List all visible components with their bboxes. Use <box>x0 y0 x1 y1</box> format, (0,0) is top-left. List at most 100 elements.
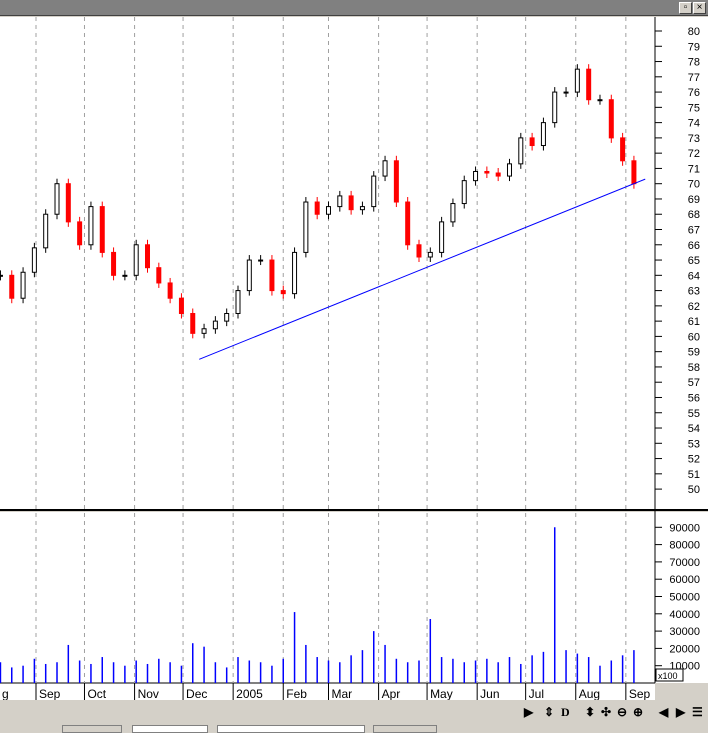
zoom-out-icon[interactable]: ⊖ <box>617 705 628 719</box>
move-icon[interactable]: ✣ <box>601 705 612 719</box>
vertical-scale-icon[interactable]: ⬍ <box>585 705 596 719</box>
candle <box>495 172 501 177</box>
toolbar-field-3[interactable] <box>217 725 365 733</box>
candle <box>201 328 207 334</box>
candle <box>586 68 592 101</box>
maximize-icon[interactable]: ▫ <box>679 2 692 14</box>
month-label: Nov <box>138 687 159 700</box>
trendline <box>199 178 646 360</box>
price-tick-label: 68 <box>688 209 700 221</box>
candle <box>484 170 490 174</box>
month-label: Oct <box>87 687 106 700</box>
month-label: g <box>2 687 9 700</box>
refresh-icon[interactable]: ⇕ <box>544 705 555 719</box>
candle <box>145 244 151 269</box>
month-label: Jul <box>529 687 544 700</box>
price-tick-label: 64 <box>688 270 700 282</box>
price-tick-label: 50 <box>688 484 700 496</box>
month-label: Feb <box>286 687 307 700</box>
candle <box>563 91 569 94</box>
price-tick-label: 60 <box>688 331 700 343</box>
candle <box>269 259 275 292</box>
price-tick-label: 56 <box>688 392 700 404</box>
candle <box>9 274 15 299</box>
price-panel <box>0 17 655 509</box>
month-label: Apr <box>382 687 401 700</box>
price-tick-label: 63 <box>688 286 700 298</box>
candle <box>65 183 71 223</box>
close-icon[interactable]: × <box>693 2 706 14</box>
candle <box>111 251 117 276</box>
candle <box>224 312 230 322</box>
candle <box>529 137 535 147</box>
menu-icon[interactable]: ☰ <box>692 705 703 719</box>
price-tick-label: 58 <box>688 362 700 374</box>
candle <box>393 160 399 203</box>
candle <box>0 274 3 277</box>
candle <box>280 290 286 295</box>
candle <box>122 274 128 277</box>
candle <box>540 122 546 147</box>
zoom-in-icon[interactable]: ⊕ <box>633 705 644 719</box>
volume-tick-label: 80000 <box>669 540 700 552</box>
candle <box>167 282 173 299</box>
candle <box>133 244 139 276</box>
candle <box>43 213 49 249</box>
price-tick-label: 61 <box>688 316 700 328</box>
candle <box>20 271 26 299</box>
candle <box>416 244 422 258</box>
candle <box>348 195 354 211</box>
price-tick-label: 72 <box>688 148 700 160</box>
volume-tick-label: 60000 <box>669 574 700 586</box>
volume-tick-label: 20000 <box>669 643 700 655</box>
volume-panel <box>0 512 655 683</box>
candle <box>439 221 445 253</box>
candle <box>574 68 580 93</box>
candle <box>88 206 94 246</box>
prev-icon[interactable]: ◀ <box>659 705 669 719</box>
scroll-right-button[interactable]: ▶ <box>524 705 534 719</box>
price-tick-label: 75 <box>688 102 700 114</box>
candle <box>461 180 467 205</box>
price-tick-label: 79 <box>688 41 700 53</box>
month-label: Jun <box>480 687 499 700</box>
candle <box>337 195 343 208</box>
volume-multiplier: x100 <box>658 671 678 681</box>
toolbar-field-2[interactable] <box>132 725 208 733</box>
toolbar-field-4[interactable] <box>373 725 437 733</box>
price-tick-label: 77 <box>688 72 700 84</box>
month-label: Sep <box>629 687 651 700</box>
candle <box>608 99 614 139</box>
title-bar: ▫ × <box>0 0 708 16</box>
month-label: Aug <box>579 687 600 700</box>
candle <box>325 206 331 215</box>
price-tick-label: 78 <box>688 57 700 69</box>
month-label: Mar <box>331 687 352 700</box>
month-label: 2005 <box>236 687 263 700</box>
price-tick-label: 53 <box>688 438 700 450</box>
candle <box>371 175 377 208</box>
price-tick-label: 76 <box>688 87 700 99</box>
price-tick-label: 66 <box>688 240 700 252</box>
candle <box>405 201 411 246</box>
candle <box>190 312 196 334</box>
candle <box>303 201 309 253</box>
next-icon[interactable]: ▶ <box>676 705 686 719</box>
price-tick-label: 80 <box>688 26 700 38</box>
toolbar-field-1[interactable] <box>62 725 122 733</box>
candle <box>212 320 218 330</box>
volume-axis <box>655 512 708 683</box>
price-tick-label: 59 <box>688 347 700 359</box>
candle <box>314 201 320 215</box>
candle <box>77 221 83 246</box>
volume-tick-label: 40000 <box>669 609 700 621</box>
price-tick-label: 65 <box>688 255 700 267</box>
candle <box>156 267 162 284</box>
candle <box>359 206 365 211</box>
candle <box>382 160 388 177</box>
price-tick-label: 54 <box>688 423 700 435</box>
daily-button[interactable]: D <box>561 705 570 719</box>
month-label: Dec <box>186 687 207 700</box>
candle <box>235 290 241 314</box>
price-tick-label: 51 <box>688 469 700 481</box>
